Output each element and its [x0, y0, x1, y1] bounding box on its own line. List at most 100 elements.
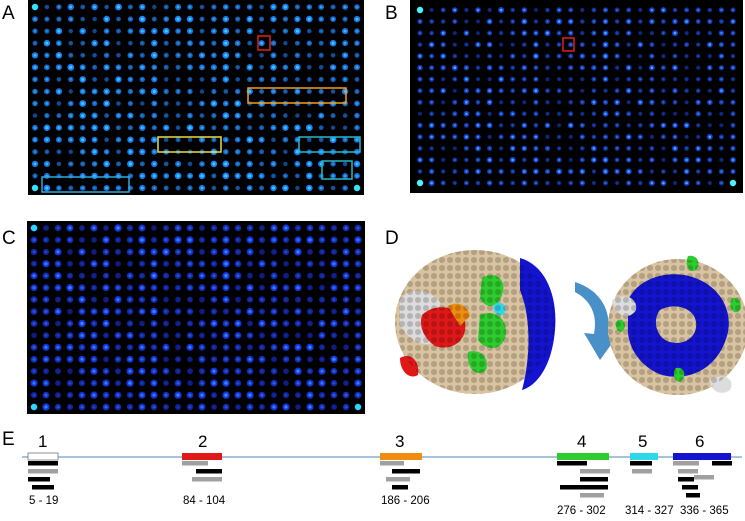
array-spot-center	[164, 405, 168, 409]
array-spot-center	[128, 250, 132, 254]
array-spot-center	[639, 182, 642, 184]
array-spot-center	[117, 54, 120, 57]
array-spot-center	[488, 43, 491, 46]
array-spot-center	[546, 43, 549, 46]
array-spot-center	[272, 114, 275, 117]
array-spot-center	[604, 31, 607, 35]
array-spot	[91, 272, 97, 279]
array-spot	[55, 368, 61, 375]
array-spot	[330, 284, 338, 292]
array-spot	[126, 403, 134, 411]
array-spot	[151, 125, 157, 131]
array-spot-center	[200, 381, 204, 385]
corner-marker	[416, 179, 424, 187]
array-spot-center	[465, 9, 468, 11]
array-spot	[91, 237, 97, 243]
array-spot-center	[476, 112, 480, 116]
peptide-bar	[560, 485, 608, 490]
array-spot-center	[488, 170, 491, 173]
array-spot-center	[128, 405, 132, 409]
array-spot	[150, 284, 158, 291]
array-spot	[187, 101, 193, 106]
array-spot	[126, 331, 134, 339]
array-spot-center	[212, 102, 216, 105]
array-spot	[128, 40, 133, 46]
array-spot-center	[260, 262, 264, 266]
array-spot	[580, 146, 585, 151]
array-spot-center	[476, 124, 480, 127]
array-spot	[175, 296, 181, 303]
array-spot-center	[344, 262, 348, 266]
array-spot	[342, 113, 348, 118]
array-spot-center	[673, 158, 677, 162]
array-spot-center	[104, 286, 108, 290]
array-spot	[103, 225, 109, 231]
array-spot-center	[581, 158, 584, 161]
array-spot-center	[441, 31, 445, 35]
array-spot-center	[116, 238, 120, 242]
array-spot-center	[236, 30, 239, 33]
array-spot-center	[284, 29, 287, 33]
array-spot-center	[164, 345, 168, 349]
array-spot	[417, 76, 423, 82]
array-spot-center	[69, 162, 72, 166]
array-spot-center	[333, 346, 336, 349]
array-spot	[730, 145, 736, 151]
array-spot	[283, 332, 289, 339]
array-spot-center	[418, 124, 422, 127]
array-spot	[126, 308, 134, 315]
array-spot	[661, 99, 666, 105]
array-spot-center	[165, 186, 168, 190]
array-spot	[163, 4, 169, 10]
array-spot-center	[140, 90, 144, 93]
array-spot-center	[477, 55, 479, 57]
array-spot-center	[260, 150, 263, 153]
array-spot-center	[674, 170, 676, 173]
array-spot	[318, 308, 326, 315]
array-spot	[684, 134, 689, 139]
array-spot-center	[92, 357, 96, 361]
array-spot-center	[476, 89, 480, 92]
array-spot-center	[224, 322, 228, 325]
array-spot-center	[152, 309, 156, 314]
array-spot	[417, 134, 423, 140]
array-spot-center	[212, 274, 216, 278]
array-spot-center	[615, 43, 619, 46]
array-spot-center	[511, 20, 514, 23]
array-spot	[198, 355, 206, 363]
array-spot	[175, 185, 181, 191]
array-spot-center	[581, 101, 584, 104]
peptide-bar	[32, 485, 54, 490]
array-spot	[270, 149, 277, 155]
array-spot-center	[477, 66, 479, 69]
array-spot-center	[260, 405, 264, 409]
array-spot-center	[200, 298, 204, 301]
array-spot	[211, 344, 217, 351]
array-spot	[90, 331, 98, 339]
protein-top-view	[608, 255, 745, 395]
array-spot	[672, 157, 678, 163]
array-spot	[114, 391, 122, 399]
array-spot	[614, 157, 620, 163]
array-spot	[270, 320, 278, 327]
array-spot	[695, 7, 701, 13]
array-spot-center	[558, 112, 561, 115]
array-spot	[354, 284, 362, 292]
array-spot-center	[284, 226, 288, 230]
array-spot-center	[511, 101, 514, 104]
array-spot	[306, 40, 312, 46]
array-spot-center	[284, 90, 287, 93]
array-spot-center	[129, 150, 132, 154]
array-spot-center	[320, 66, 323, 69]
array-spot-center	[616, 147, 619, 150]
array-spot-center	[720, 89, 723, 92]
array-spot-center	[176, 286, 180, 290]
array-spot	[441, 169, 446, 174]
array-spot-center	[272, 42, 275, 45]
array-spot-center	[188, 186, 192, 190]
array-spot-center	[604, 147, 607, 150]
array-spot-center	[453, 124, 456, 127]
array-spot	[318, 65, 324, 70]
array-spot-center	[523, 181, 526, 185]
array-spot	[342, 320, 350, 327]
